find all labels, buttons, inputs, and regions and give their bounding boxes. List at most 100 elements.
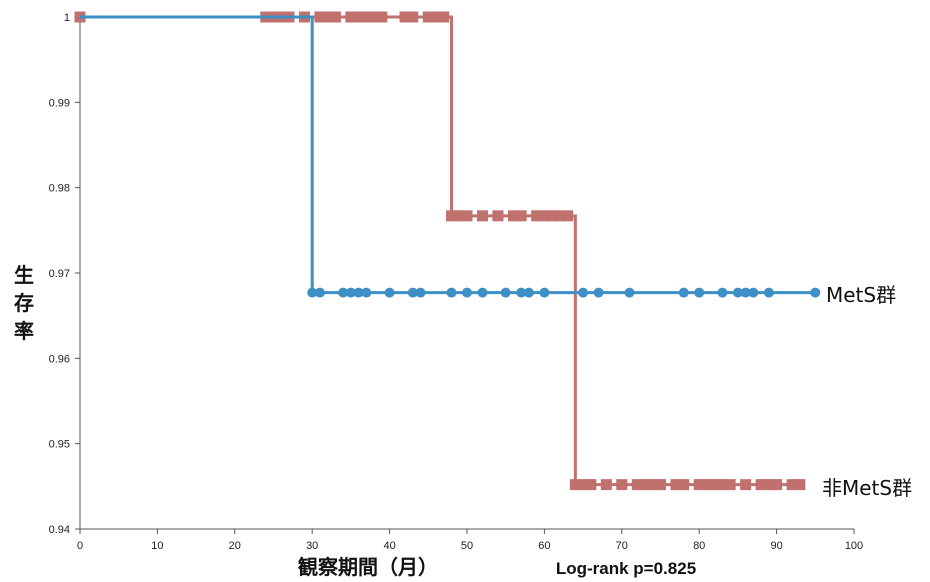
x-tick-label: 40 [383, 540, 395, 552]
survival-curve-non-mets [80, 15, 800, 487]
censor-point-non-mets [678, 479, 690, 491]
series-label-mets: MetS群 [826, 283, 896, 307]
censor-point-non-mets [446, 210, 458, 222]
censor-point-non-mets [709, 479, 721, 491]
y-ticks: 0.94 0.95 0.96 0.97 0.98 0.99 1 [49, 12, 80, 536]
censor-point-non-mets [345, 11, 357, 23]
censor-point-non-mets [701, 479, 713, 491]
series-non-mets [74, 11, 806, 491]
censor-point-non-mets [655, 479, 666, 491]
censor-point-mets [717, 287, 728, 298]
censor-point-non-mets [360, 11, 372, 23]
x-axis-label: 観察期間（月） [298, 555, 438, 579]
series-label-non-mets: 非MetS群 [822, 476, 912, 500]
series-mets [80, 15, 821, 298]
log-rank-annotation: Log-rank p=0.825 [556, 559, 696, 578]
censor-point-mets [314, 287, 325, 298]
censor-point-non-mets [794, 479, 806, 491]
censor-point-non-mets [577, 479, 589, 491]
censor-point-non-mets [507, 210, 519, 222]
censor-point-non-mets [407, 11, 419, 23]
censor-point-mets [748, 287, 759, 298]
censor-point-mets [407, 287, 418, 298]
censor-point-non-mets [585, 479, 597, 491]
x-tick-label: 10 [151, 540, 163, 552]
censor-point-mets [516, 287, 527, 298]
censor-point-non-mets [740, 479, 752, 491]
x-tick-label: 60 [538, 540, 550, 552]
censor-point-mets [624, 287, 635, 298]
censor-point-non-mets [538, 210, 550, 222]
censor-point-non-mets [314, 11, 326, 23]
survival-curve-mets [80, 15, 816, 295]
censor-point-non-mets [670, 479, 682, 491]
x-tick-label: 70 [616, 540, 628, 552]
y-tick-label: 0.99 [49, 97, 70, 109]
censor-point-non-mets [368, 11, 380, 23]
censor-point-non-mets [353, 11, 365, 23]
censor-point-non-mets [763, 479, 775, 491]
censor-point-mets [361, 287, 372, 298]
censor-point-mets [345, 287, 356, 298]
censor-point-non-mets [376, 11, 388, 23]
censor-point-non-mets [546, 210, 558, 222]
censor-point-non-mets [399, 11, 411, 23]
censor-point-non-mets [554, 210, 566, 222]
censor-point-mets [593, 287, 604, 298]
censor-point-non-mets [329, 11, 341, 23]
censor-point-mets [338, 287, 349, 298]
censor-point-non-mets [322, 11, 334, 23]
censor-point-non-mets [600, 479, 612, 491]
censor-point-mets [446, 287, 457, 298]
y-axis-label: 生存率 [14, 263, 34, 343]
censor-point-non-mets [438, 11, 450, 23]
censor-point-non-mets [786, 479, 798, 491]
censor-point-mets [763, 287, 774, 298]
censor-point-non-mets [693, 479, 705, 491]
censor-point-mets [307, 287, 318, 298]
censor-point-mets [694, 287, 705, 298]
censor-point-non-mets [422, 11, 434, 23]
censor-point-mets [678, 287, 689, 298]
y-tick-label: 0.97 [49, 268, 70, 280]
censor-point-non-mets [716, 479, 728, 491]
censor-point-mets [740, 287, 751, 298]
censor-point-mets [462, 287, 472, 298]
censor-point-non-mets [569, 479, 581, 491]
censor-point-non-mets [531, 210, 543, 222]
axes [79, 17, 854, 530]
y-tick-label: 1 [64, 12, 70, 24]
censor-point-mets [353, 287, 364, 298]
series-layer [74, 11, 821, 491]
censor-point-mets [732, 287, 743, 298]
censor-point-mets [477, 287, 488, 298]
x-ticks: 0 10 20 30 40 50 60 70 80 90 100 [77, 529, 863, 552]
censor-point-non-mets [631, 479, 643, 491]
censor-point-non-mets [639, 479, 651, 491]
y-tick-label: 0.95 [49, 439, 70, 451]
censor-point-non-mets [647, 479, 659, 491]
censor-point-mets [500, 287, 511, 298]
censor-point-non-mets [616, 479, 628, 491]
x-tick-label: 80 [693, 540, 705, 552]
censor-point-mets [578, 287, 589, 298]
censor-point-mets [523, 287, 534, 298]
censor-point-non-mets [724, 479, 736, 491]
censor-point-non-mets [492, 210, 504, 222]
x-tick-label: 100 [845, 540, 863, 552]
censor-point-non-mets [515, 210, 527, 222]
x-tick-label: 90 [770, 540, 782, 552]
y-tick-label: 0.94 [49, 524, 70, 536]
censor-point-non-mets [461, 210, 473, 222]
censor-point-non-mets [755, 479, 767, 491]
censor-point-non-mets [476, 210, 488, 222]
censor-point-mets [810, 287, 821, 298]
censor-point-non-mets [562, 210, 574, 222]
x-tick-label: 50 [461, 540, 473, 552]
x-tick-label: 0 [77, 540, 83, 552]
x-tick-label: 30 [306, 540, 318, 552]
censor-point-non-mets [430, 11, 442, 23]
y-tick-label: 0.96 [49, 353, 70, 365]
y-tick-label: 0.98 [49, 183, 70, 195]
